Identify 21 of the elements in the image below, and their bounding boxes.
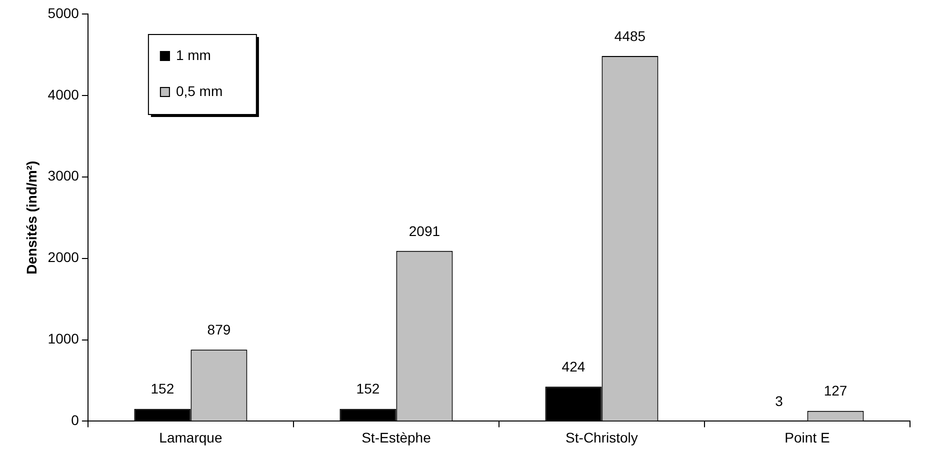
x-tick-label: St-Estèphe (362, 429, 432, 446)
x-tick-label: Point E (784, 429, 830, 446)
y-tick-label: 2000 (48, 249, 80, 266)
x-tick-label: St-Christoly (566, 429, 638, 446)
legend-label: 1 mm (176, 46, 211, 63)
data-label: 152 (356, 380, 380, 397)
y-tick-label: 1000 (48, 330, 80, 347)
data-label: 127 (824, 382, 848, 399)
data-label: 2091 (408, 222, 440, 239)
data-label: 4485 (614, 28, 646, 44)
data-label: 879 (207, 321, 231, 338)
y-tick-label: 4000 (48, 86, 80, 102)
y-tick-label: 0 (71, 412, 80, 428)
legend-label: 0,5 mm (176, 82, 223, 99)
data-label: 152 (150, 380, 174, 397)
data-label: 424 (562, 358, 586, 375)
data-label: 3 (775, 392, 784, 409)
y-axis-title: Densités (ind/m²) (23, 160, 40, 274)
y-tick-label: 5000 (48, 4, 80, 21)
x-tick-label: Lamarque (159, 429, 222, 446)
y-tick-label: 3000 (48, 168, 80, 184)
